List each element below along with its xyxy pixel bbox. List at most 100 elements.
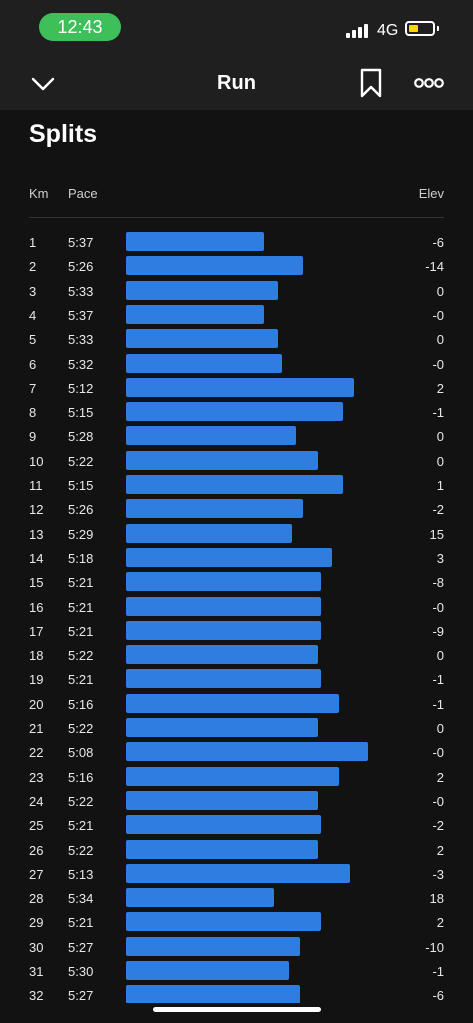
split-row: 32 5:27 -6 bbox=[0, 983, 473, 1007]
split-elev: 0 bbox=[436, 721, 444, 736]
split-row: 8 5:15 -1 bbox=[0, 400, 473, 424]
pace-header: Pace bbox=[68, 186, 98, 201]
split-pace: 5:27 bbox=[68, 939, 94, 955]
split-pace: 5:22 bbox=[68, 721, 94, 736]
split-km: 20 bbox=[29, 696, 44, 712]
header-divider bbox=[29, 217, 444, 218]
split-pace-bar bbox=[126, 499, 303, 519]
split-pace: 5:15 bbox=[68, 405, 94, 421]
split-row: 9 5:28 0 bbox=[0, 424, 473, 448]
split-km: 32 bbox=[29, 988, 44, 1004]
split-pace: 5:30 bbox=[68, 964, 94, 979]
split-elev: -6 bbox=[432, 235, 444, 250]
split-km: 31 bbox=[29, 964, 44, 979]
split-elev: -2 bbox=[432, 818, 444, 834]
home-indicator[interactable] bbox=[153, 1007, 321, 1012]
split-row: 14 5:18 3 bbox=[0, 546, 473, 570]
split-elev: -8 bbox=[432, 575, 444, 591]
split-pace-bar bbox=[126, 475, 343, 494]
split-pace-bar bbox=[126, 912, 321, 932]
split-pace-bar bbox=[126, 572, 321, 592]
split-km: 10 bbox=[29, 453, 44, 469]
split-elev: 0 bbox=[436, 453, 444, 469]
split-km: 21 bbox=[29, 721, 44, 736]
split-row: 11 5:15 1 bbox=[0, 473, 473, 497]
split-pace-bar bbox=[126, 402, 343, 422]
split-elev: 2 bbox=[436, 769, 444, 785]
page-title: Run bbox=[217, 72, 256, 94]
split-pace: 5:33 bbox=[68, 283, 94, 299]
split-pace: 5:37 bbox=[68, 307, 94, 323]
split-km: 15 bbox=[29, 575, 44, 591]
split-pace: 5:18 bbox=[68, 550, 94, 566]
split-row: 4 5:37 -0 bbox=[0, 303, 473, 327]
split-pace: 5:26 bbox=[68, 259, 94, 275]
split-elev: 2 bbox=[436, 380, 444, 396]
split-pace: 5:33 bbox=[68, 332, 94, 348]
status-bar: 12:43 4G bbox=[0, 0, 473, 56]
split-row: 25 5:21 -2 bbox=[0, 813, 473, 837]
split-row: 1 5:37 -6 bbox=[0, 230, 473, 254]
split-pace-bar bbox=[126, 888, 274, 908]
split-pace-bar bbox=[126, 329, 278, 349]
split-km: 29 bbox=[29, 915, 44, 931]
split-elev: 1 bbox=[436, 478, 444, 493]
more-dots-icon bbox=[414, 78, 444, 88]
split-pace: 5:13 bbox=[68, 866, 94, 882]
km-header: Km bbox=[29, 186, 49, 201]
split-pace-bar bbox=[126, 669, 321, 689]
split-pace: 5:22 bbox=[68, 648, 94, 664]
split-pace: 5:22 bbox=[68, 793, 94, 809]
split-km: 30 bbox=[29, 939, 44, 955]
signal-icon bbox=[346, 24, 368, 38]
split-pace: 5:16 bbox=[68, 696, 94, 712]
split-row: 17 5:21 -9 bbox=[0, 619, 473, 643]
split-elev: -0 bbox=[432, 793, 444, 809]
split-km: 27 bbox=[29, 866, 44, 882]
split-elev: 0 bbox=[436, 332, 444, 348]
status-time-text: 12:43 bbox=[57, 16, 103, 37]
split-pace: 5:21 bbox=[68, 818, 94, 834]
status-time[interactable]: 12:43 bbox=[39, 13, 121, 41]
split-elev: -0 bbox=[432, 307, 444, 323]
split-row: 29 5:21 2 bbox=[0, 910, 473, 934]
split-elev: -0 bbox=[432, 599, 444, 615]
split-km: 7 bbox=[29, 380, 37, 396]
split-elev: 0 bbox=[436, 429, 444, 445]
split-km: 11 bbox=[29, 478, 43, 493]
split-row: 22 5:08 -0 bbox=[0, 740, 473, 764]
split-pace: 5:22 bbox=[68, 453, 94, 469]
split-pace-bar bbox=[126, 304, 264, 324]
split-pace: 5:29 bbox=[68, 526, 94, 542]
split-row: 20 5:16 -1 bbox=[0, 692, 473, 716]
split-elev: -10 bbox=[425, 939, 444, 955]
split-km: 14 bbox=[29, 550, 44, 566]
split-row: 30 5:27 -10 bbox=[0, 935, 473, 959]
split-km: 6 bbox=[29, 356, 37, 372]
battery-tip bbox=[437, 26, 439, 31]
more-button[interactable] bbox=[412, 72, 446, 94]
split-pace: 5:21 bbox=[68, 623, 94, 639]
split-pace: 5:12 bbox=[68, 380, 94, 396]
split-elev: -2 bbox=[432, 502, 444, 518]
split-pace: 5:08 bbox=[68, 745, 94, 761]
split-row: 28 5:34 18 bbox=[0, 886, 473, 910]
split-row: 18 5:22 0 bbox=[0, 643, 473, 667]
split-km: 25 bbox=[29, 818, 44, 834]
network-label: 4G bbox=[377, 22, 399, 39]
split-pace-bar bbox=[126, 645, 318, 665]
split-km: 1 bbox=[29, 235, 37, 250]
split-km: 16 bbox=[29, 599, 44, 615]
split-pace: 5:16 bbox=[68, 769, 94, 785]
split-km: 13 bbox=[29, 526, 44, 542]
bookmark-icon bbox=[360, 68, 382, 98]
split-elev: -0 bbox=[432, 356, 444, 372]
split-km: 3 bbox=[29, 283, 37, 299]
collapse-button[interactable] bbox=[28, 70, 58, 98]
split-pace-bar bbox=[126, 839, 318, 859]
bookmark-button[interactable] bbox=[356, 67, 386, 99]
home-area bbox=[0, 1003, 473, 1023]
split-row: 31 5:30 -1 bbox=[0, 959, 473, 983]
split-pace: 5:15 bbox=[68, 478, 94, 493]
split-elev: -1 bbox=[432, 964, 444, 979]
